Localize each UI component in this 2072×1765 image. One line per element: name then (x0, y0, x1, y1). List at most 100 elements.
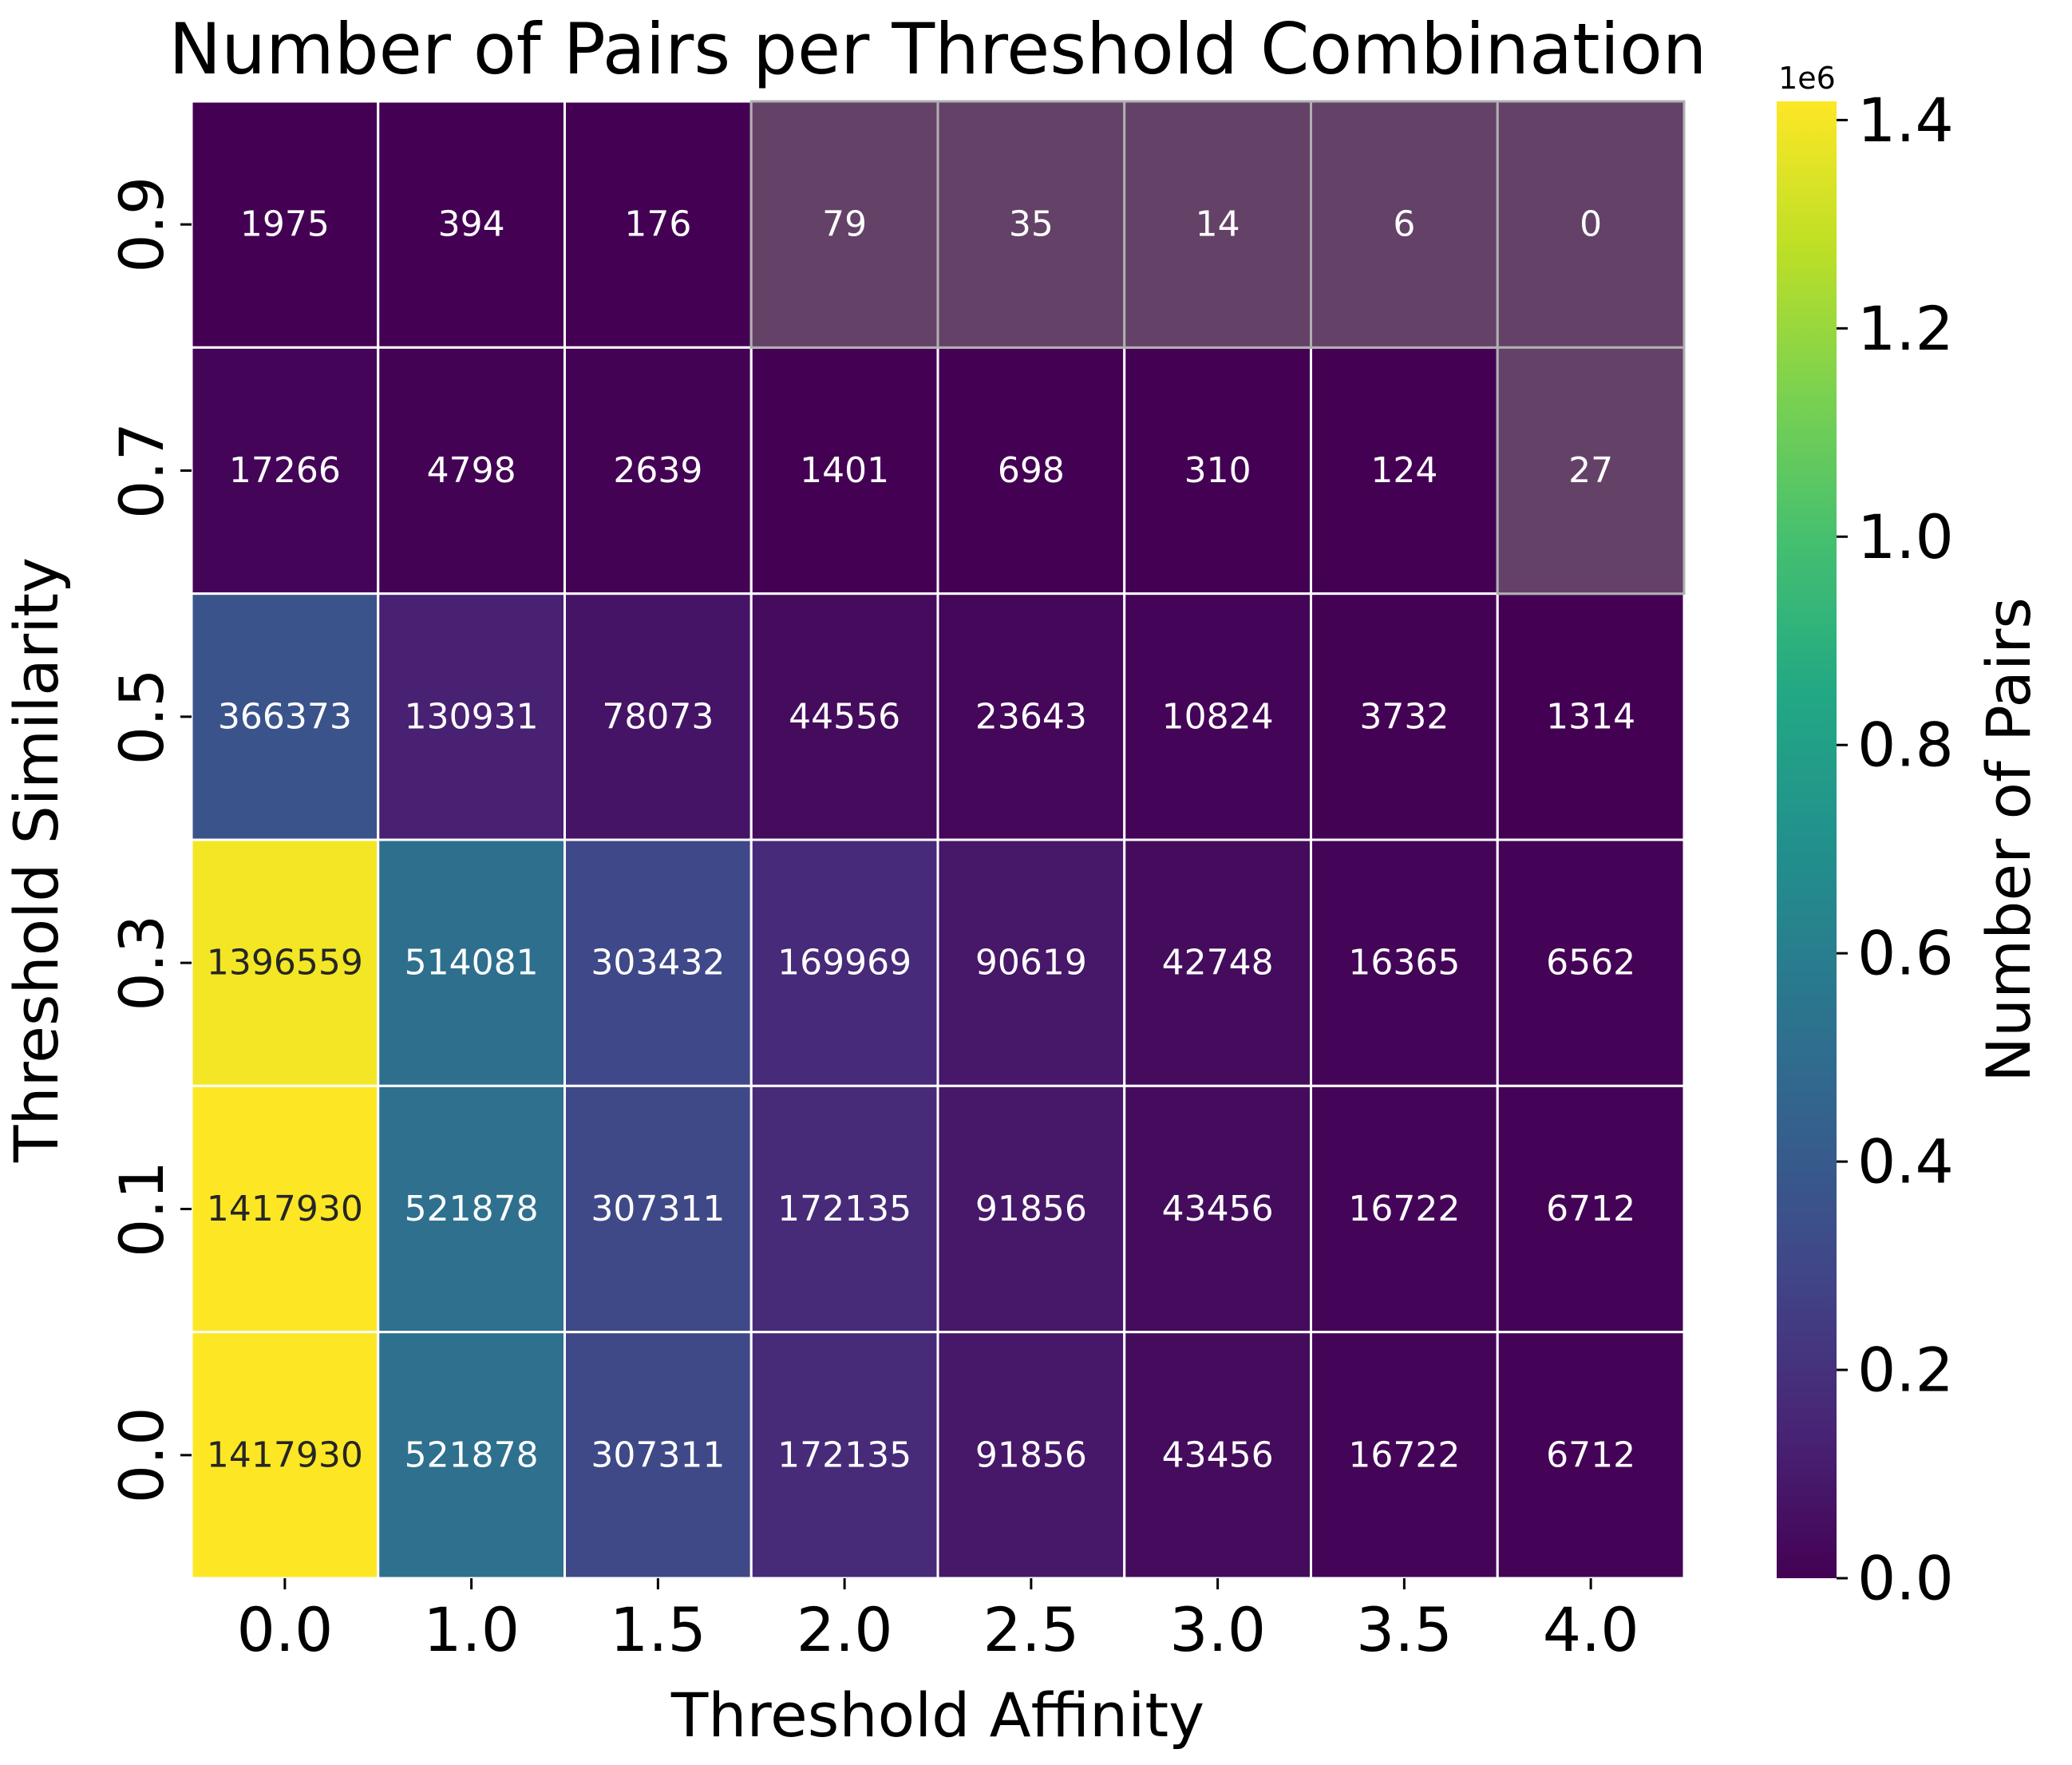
heatmap-cell (563, 1084, 753, 1334)
cell-value-label: 3732 (1359, 696, 1449, 737)
heatmap-cell (936, 1084, 1126, 1334)
cell-value-label: 1314 (1546, 696, 1635, 737)
heatmap-cell (1310, 346, 1499, 596)
heatmap-cell (377, 592, 566, 841)
cell-value-label: 394 (438, 204, 505, 245)
cell-value-label: 303432 (591, 943, 725, 983)
heatmap-cell (1496, 1331, 1686, 1580)
cell-value-label: 16365 (1348, 943, 1460, 983)
x-tick-label: 1.5 (610, 1594, 706, 1665)
x-tick-label: 2.5 (983, 1594, 1079, 1665)
cell-value-label: 42748 (1162, 943, 1274, 983)
cell-value-label: 1401 (800, 450, 889, 491)
y-axis: 0.9 0.7 0.5 0.3 0.1 0.0 (106, 176, 192, 1503)
heatmap-cell (377, 1331, 566, 1580)
cell-value-label: 17266 (229, 450, 341, 491)
cell-value-label: 27 (1568, 450, 1613, 491)
cell-value-label: 1396559 (207, 943, 363, 983)
cell-value-label: 130931 (405, 696, 539, 737)
heatmap-cells (190, 100, 1686, 1580)
heatmap-cell (377, 346, 566, 596)
cell-value-label: 44556 (789, 696, 900, 737)
colorbar-tick-label: 0.8 (1857, 710, 1954, 781)
heatmap-cell (563, 1331, 753, 1580)
heatmap-cell (563, 100, 753, 349)
heatmap-cell (563, 592, 753, 841)
x-tick-label: 4.0 (1543, 1594, 1639, 1665)
cell-value-label: 78073 (602, 696, 714, 737)
cell-value-label: 6712 (1546, 1435, 1635, 1475)
cell-value-label: 6562 (1546, 943, 1635, 983)
y-tick-label: 0.7 (106, 422, 177, 519)
cell-value-label: 35 (1009, 204, 1054, 245)
cell-value-label: 4798 (427, 450, 516, 491)
cell-value-label: 1417930 (207, 1435, 363, 1475)
heatmap-cell (190, 1084, 380, 1334)
heatmap-cell (190, 346, 380, 596)
heatmap-cell (936, 1331, 1126, 1580)
cell-value-label: 521878 (405, 1189, 539, 1229)
heatmap-cell (1310, 838, 1499, 1087)
cell-value-label: 366373 (218, 696, 352, 737)
heatmap-cell (377, 1084, 566, 1334)
cell-value-label: 23643 (975, 696, 1087, 737)
heatmap-cell (1496, 100, 1686, 349)
y-tick-label: 0.3 (106, 915, 177, 1011)
cell-value-label: 2639 (613, 450, 702, 491)
x-tick-label: 2.0 (797, 1594, 893, 1665)
cell-value-label: 514081 (405, 943, 539, 983)
colorbar-offset-text: 1e6 (1778, 61, 1836, 96)
cell-value-label: 169969 (777, 943, 911, 983)
cell-value-label: 1417930 (207, 1189, 363, 1229)
cell-value-label: 43456 (1162, 1435, 1274, 1475)
heatmap-cell (749, 592, 939, 841)
cell-value-label: 14 (1196, 204, 1240, 245)
y-tick-label: 0.1 (106, 1161, 177, 1257)
cell-value-label: 0 (1580, 204, 1602, 245)
colorbar: 1e6 0.0 0.2 0.4 0.6 0.8 1.0 1.2 1.4 Number of P… (1777, 61, 2044, 1614)
heatmap-cell (1310, 592, 1499, 841)
cell-value-label: 6 (1393, 204, 1415, 245)
x-tick-label: 0.0 (236, 1594, 333, 1665)
cell-annotations: 1975 394 176 79 35 14 6 0 17266 4798 2639 1401 698 31… (207, 204, 1635, 1476)
cell-value-label: 176 (624, 204, 691, 245)
cell-value-label: 91856 (975, 1189, 1087, 1229)
heatmap-cell (1310, 100, 1499, 349)
cell-value-label: 307311 (591, 1189, 725, 1229)
heatmap-cell (1123, 1331, 1312, 1580)
heatmap-cell (190, 838, 380, 1087)
heatmap-cell (749, 838, 939, 1087)
colorbar-tick-label: 1.4 (1857, 85, 1954, 156)
cell-value-label: 307311 (591, 1435, 725, 1475)
colorbar-tick-label: 0.6 (1857, 918, 1954, 989)
cell-value-label: 16722 (1348, 1435, 1460, 1475)
colorbar-ticks: 0.0 0.2 0.4 0.6 0.8 1.0 1.2 1.4 (1837, 85, 1954, 1614)
heatmap-cell (1123, 100, 1312, 349)
x-tick-label: 3.0 (1169, 1594, 1266, 1665)
heatmap-cell (936, 592, 1126, 841)
heatmap-cell (563, 838, 753, 1087)
colorbar-label: Number of Pairs (1973, 597, 2044, 1082)
cell-value-label: 16722 (1348, 1189, 1460, 1229)
y-tick-label: 0.0 (106, 1407, 177, 1503)
cell-value-label: 172135 (777, 1189, 911, 1229)
heatmap-cell (1496, 346, 1686, 596)
colorbar-tick-label: 0.4 (1857, 1126, 1954, 1197)
colorbar-gradient (1777, 101, 1837, 1578)
heatmap-cell (749, 1331, 939, 1580)
colorbar-tick-label: 1.2 (1857, 293, 1954, 364)
colorbar-tick-label: 0.2 (1857, 1335, 1954, 1406)
x-tick-label: 1.0 (423, 1594, 520, 1665)
heatmap-cell (190, 1331, 380, 1580)
colorbar-tick-label: 1.0 (1857, 501, 1954, 572)
x-tick-label: 3.5 (1356, 1594, 1453, 1665)
cell-value-label: 43456 (1162, 1189, 1274, 1229)
heatmap-cell (190, 100, 380, 349)
cell-value-label: 698 (998, 450, 1065, 491)
heatmap-cell (1123, 592, 1312, 841)
x-axis: 0.0 1.0 1.5 2.0 2.5 3.0 3.5 4.0 (236, 1578, 1639, 1665)
y-tick-label: 0.9 (106, 176, 177, 273)
cell-value-label: 310 (1184, 450, 1252, 491)
colorbar-tick-label: 0.0 (1857, 1543, 1954, 1614)
